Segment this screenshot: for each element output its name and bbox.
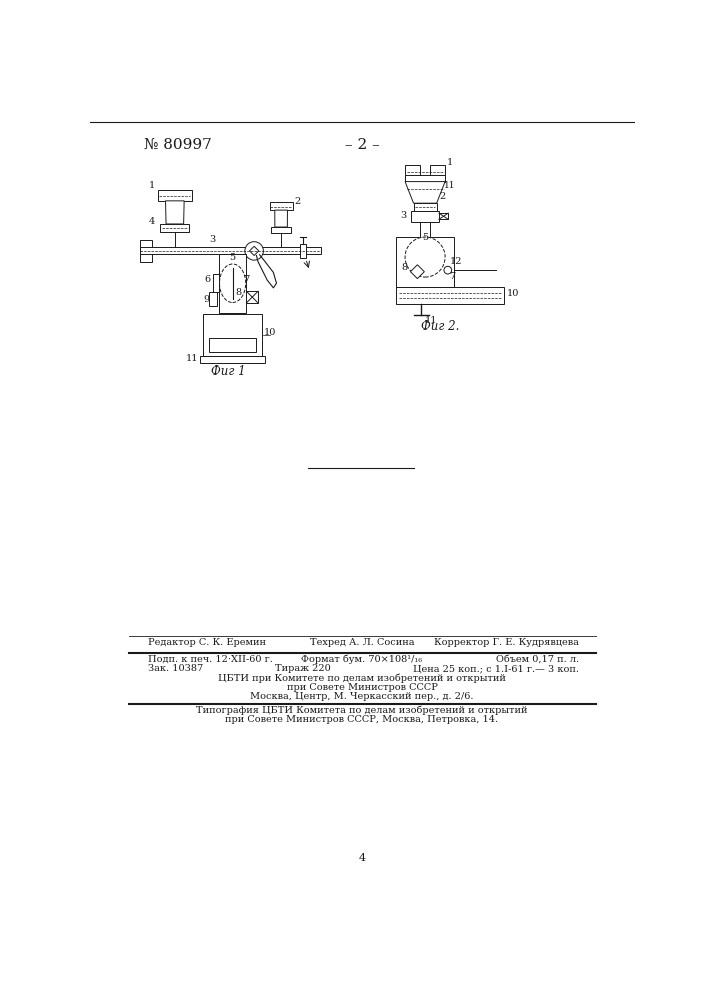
Bar: [209, 338, 256, 352]
Text: Редактор С. К. Еремин: Редактор С. К. Еремин: [148, 638, 266, 647]
Text: Фиг 2.: Фиг 2.: [421, 320, 460, 333]
Polygon shape: [165, 201, 184, 224]
Bar: [405, 175, 445, 182]
Bar: [158, 190, 192, 201]
Polygon shape: [405, 182, 445, 203]
Text: 6: 6: [205, 275, 211, 284]
Polygon shape: [275, 210, 288, 227]
Bar: [140, 240, 152, 262]
Text: 10: 10: [506, 289, 519, 298]
Text: Фиг 1: Фиг 1: [211, 365, 246, 378]
Bar: [439, 213, 448, 219]
Circle shape: [405, 237, 445, 277]
Text: ЦБТИ при Комитете по делам изобретений и открытий: ЦБТИ при Комитете по делам изобретений и…: [218, 673, 506, 683]
Bar: [160, 224, 189, 232]
Text: – 2 –: – 2 –: [344, 138, 380, 152]
Text: Цена 25 коп.; с 1.I-61 г.— 3 коп.: Цена 25 коп.; с 1.I-61 г.— 3 коп.: [413, 664, 579, 673]
Text: 3: 3: [209, 235, 216, 244]
Bar: [200, 356, 265, 363]
Text: при Совете Министров СССР, Москва, Петровка, 14.: при Совете Министров СССР, Москва, Петро…: [226, 715, 498, 724]
Bar: [218, 254, 247, 312]
Bar: [271, 227, 291, 233]
Text: 4: 4: [148, 217, 155, 226]
Text: 2: 2: [294, 197, 300, 206]
Text: 5: 5: [422, 233, 428, 242]
Text: 11: 11: [186, 354, 199, 363]
Bar: [204, 314, 262, 356]
Text: 8: 8: [235, 288, 242, 297]
Text: 1: 1: [148, 181, 155, 190]
Bar: [209, 292, 217, 306]
Text: Корректор Г. Е. Кудрявцева: Корректор Г. Е. Кудрявцева: [434, 638, 579, 647]
Text: 4: 4: [358, 853, 366, 863]
Text: Зак. 10387: Зак. 10387: [148, 664, 203, 673]
Bar: [140, 247, 321, 254]
Bar: [420, 222, 431, 237]
Text: 3: 3: [400, 211, 407, 220]
Text: 10: 10: [264, 328, 276, 337]
Text: при Совете Министров СССР: при Совете Министров СССР: [286, 683, 438, 692]
Ellipse shape: [219, 264, 246, 302]
Bar: [269, 202, 293, 210]
Text: 8: 8: [402, 263, 407, 272]
Bar: [396, 237, 454, 287]
Text: Объем 0,17 п. л.: Объем 0,17 п. л.: [496, 655, 579, 664]
Bar: [411, 211, 439, 222]
Bar: [396, 287, 504, 304]
Text: Техред А. Л. Сосина: Техред А. Л. Сосина: [310, 638, 414, 647]
Bar: [405, 165, 421, 182]
Text: 1: 1: [447, 158, 453, 167]
Circle shape: [444, 266, 452, 274]
Bar: [213, 274, 218, 292]
Text: 11: 11: [425, 316, 438, 325]
Text: № 80997: № 80997: [144, 138, 212, 152]
Bar: [414, 203, 437, 211]
Text: 12: 12: [450, 257, 462, 266]
Polygon shape: [411, 265, 424, 279]
Text: Москва, Центр, М. Черкасский пер., д. 2/6.: Москва, Центр, М. Черкасский пер., д. 2/…: [250, 692, 474, 701]
Text: 7: 7: [243, 275, 250, 284]
Bar: [430, 165, 445, 182]
Text: Тираж 220: Тираж 220: [275, 664, 331, 673]
Text: Формат бум. 70×108¹/₁₆: Формат бум. 70×108¹/₁₆: [301, 655, 423, 664]
Text: 11: 11: [443, 181, 455, 190]
Text: Типография ЦБТИ Комитета по делам изобретений и открытий: Типография ЦБТИ Комитета по делам изобре…: [197, 705, 527, 715]
Circle shape: [245, 242, 264, 260]
Text: 7: 7: [450, 272, 455, 281]
Polygon shape: [250, 246, 259, 256]
Bar: [300, 244, 305, 258]
Text: 5: 5: [230, 253, 235, 262]
Bar: [247, 291, 258, 303]
Text: 9: 9: [204, 295, 209, 304]
Text: Подп. к печ. 12·XII-60 г.: Подп. к печ. 12·XII-60 г.: [148, 655, 273, 664]
Text: 2: 2: [439, 192, 445, 201]
